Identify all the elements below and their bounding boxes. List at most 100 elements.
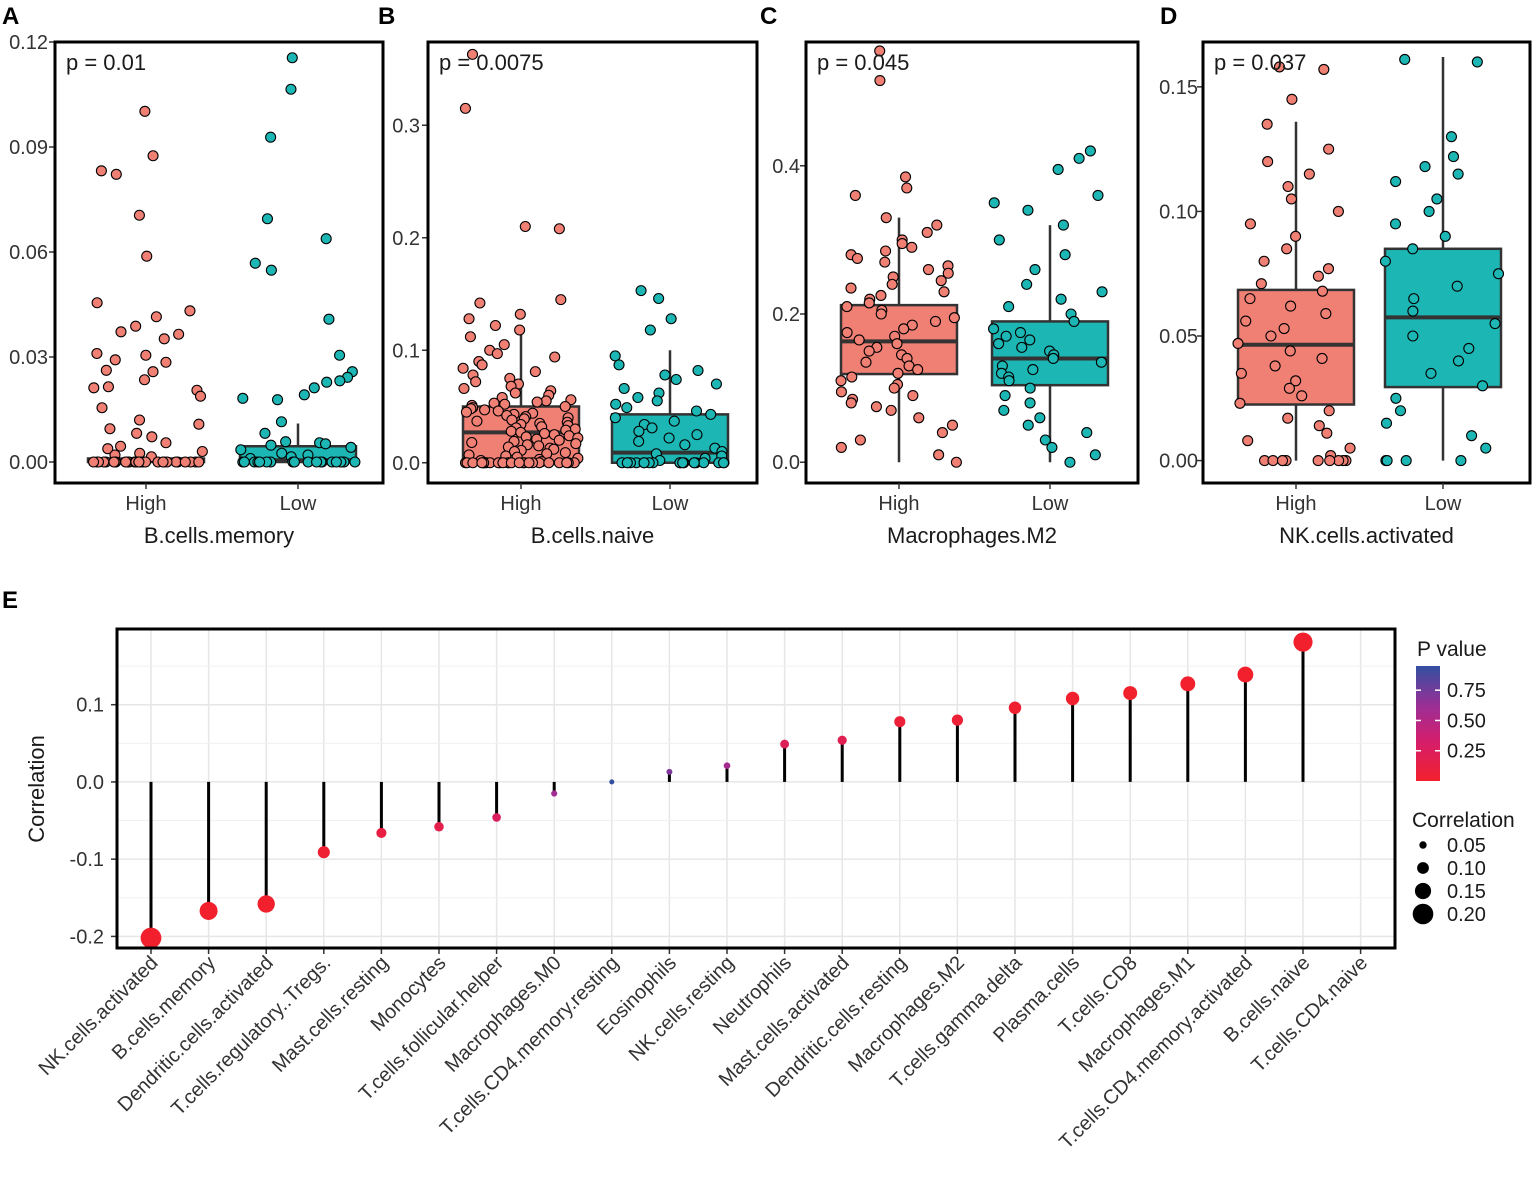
data-point [158, 333, 170, 345]
data-point [330, 456, 342, 468]
data-point [139, 105, 151, 117]
panel-e-legend: P value0.750.500.25Correlation0.050.100.… [1412, 638, 1515, 926]
data-point [1265, 330, 1277, 342]
data-point [875, 289, 887, 302]
panel-frame [53, 40, 385, 485]
y-tick-label: 0.15 [1159, 77, 1198, 99]
size-legend-label: 0.10 [1447, 858, 1486, 880]
data-point [120, 456, 132, 468]
data-point [464, 331, 476, 343]
lollipop-dot [780, 739, 790, 749]
data-point [901, 182, 913, 194]
data-point [651, 395, 663, 407]
data-point [288, 456, 300, 468]
data-point [1024, 397, 1036, 409]
data-point [553, 223, 565, 235]
data-point [349, 456, 361, 468]
data-point [942, 267, 954, 279]
data-point [1423, 205, 1435, 217]
data-point [104, 423, 116, 435]
data-point [146, 431, 158, 443]
data-point [1447, 151, 1460, 163]
x-tick-label: High [878, 493, 919, 515]
data-point [863, 297, 875, 309]
data-point [1003, 301, 1015, 313]
data-point [1321, 427, 1333, 439]
data-point [1234, 397, 1246, 409]
data-point [1046, 441, 1058, 453]
panel-letter: E [2, 587, 18, 614]
lollipop-dot [1180, 676, 1196, 692]
data-point [1489, 317, 1501, 330]
data-point [665, 313, 677, 325]
data-point [1320, 308, 1332, 320]
size-legend-label: 0.05 [1447, 835, 1486, 857]
data-point [663, 432, 675, 444]
data-point [1466, 430, 1478, 442]
data-point [1480, 442, 1492, 454]
data-point [1024, 334, 1036, 346]
data-point [679, 439, 691, 451]
data-point [249, 257, 261, 269]
data-point [946, 419, 959, 431]
data-point [196, 445, 208, 458]
data-point [457, 362, 469, 374]
data-point [633, 435, 645, 447]
legend-pvalue-title: P value [1417, 638, 1487, 661]
data-point [710, 378, 722, 390]
size-legend-dot [1414, 882, 1432, 900]
data-point [1282, 180, 1294, 193]
data-point [632, 391, 644, 404]
data-point [1313, 420, 1325, 432]
data-point [860, 356, 872, 368]
data-point [194, 390, 207, 402]
lollipop-dot [1008, 701, 1022, 715]
data-point [1389, 218, 1402, 230]
data-point [1255, 278, 1267, 290]
data-point [988, 323, 1000, 335]
data-point [1278, 322, 1290, 335]
data-point [633, 425, 645, 437]
data-point [1439, 230, 1451, 242]
data-point [845, 397, 857, 409]
data-point [237, 392, 249, 404]
lollipop-dot [199, 901, 218, 920]
data-point [1344, 442, 1356, 454]
x-tick-label: High [500, 493, 541, 515]
data-point [334, 375, 346, 387]
data-point [254, 456, 266, 468]
y-tick-label: 0.2 [392, 228, 420, 250]
y-tick-label: -0.1 [70, 849, 104, 871]
data-point [933, 449, 945, 461]
data-point [907, 389, 919, 402]
panel-b-boxplot: B 0.0 0.1 0.2 0.3 p = 0.0075 High Low B.cells.na… [378, 3, 759, 548]
data-point [921, 226, 933, 239]
data-point [880, 245, 892, 257]
data-point [1096, 286, 1108, 298]
data-point [613, 359, 625, 371]
data-point [1477, 380, 1489, 392]
p-value-label: p = 0.045 [817, 50, 909, 75]
data-point [1379, 255, 1391, 267]
data-point [1407, 330, 1419, 342]
data-point [1064, 456, 1076, 468]
data-point [131, 427, 143, 439]
data-point [896, 238, 908, 250]
data-point [1324, 455, 1336, 467]
data-point [718, 457, 730, 469]
data-point [1316, 285, 1329, 297]
data-point [886, 278, 898, 290]
data-point [1399, 53, 1411, 65]
data-point [1407, 243, 1419, 255]
data-point [100, 364, 112, 376]
data-point [235, 444, 247, 456]
data-point [514, 324, 526, 336]
data-point [1285, 300, 1297, 312]
data-point [677, 457, 689, 469]
data-point [311, 456, 323, 468]
data-point [466, 436, 478, 449]
x-tick-label: High [125, 493, 166, 515]
data-point [553, 434, 565, 446]
data-point [492, 405, 504, 417]
lollipop-dot [1123, 686, 1138, 701]
